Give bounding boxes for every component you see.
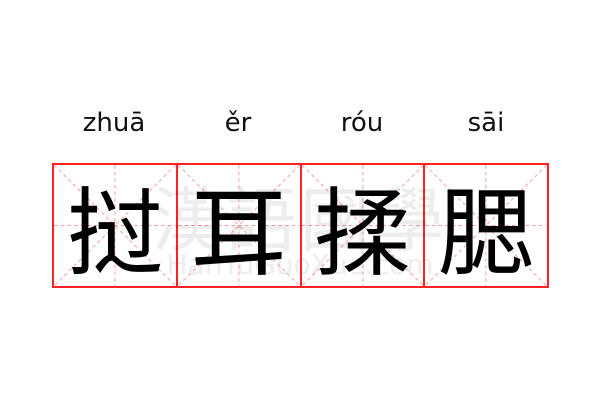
pinyin-3: róu (340, 108, 384, 138)
character-cell: 揉 (300, 164, 425, 290)
character-grid: 挝 耳 揉 腮 (52, 163, 549, 290)
character-cell: 挝 (53, 164, 177, 290)
grid-guide-icon (301, 165, 424, 286)
character-1: 挝 (66, 178, 163, 290)
pinyin-1: zhuā (82, 108, 146, 138)
grid-guide-icon (54, 165, 176, 286)
pinyin-4: sāi (467, 108, 505, 138)
character-4: 腮 (438, 178, 535, 290)
character-3: 揉 (314, 178, 411, 290)
grid-guide-icon (425, 165, 547, 286)
character-cell: 腮 (424, 164, 548, 290)
character-cell: 耳 (176, 164, 301, 290)
grid-guide-icon (177, 165, 300, 286)
pinyin-2: ěr (224, 108, 252, 138)
character-2: 耳 (190, 178, 287, 290)
